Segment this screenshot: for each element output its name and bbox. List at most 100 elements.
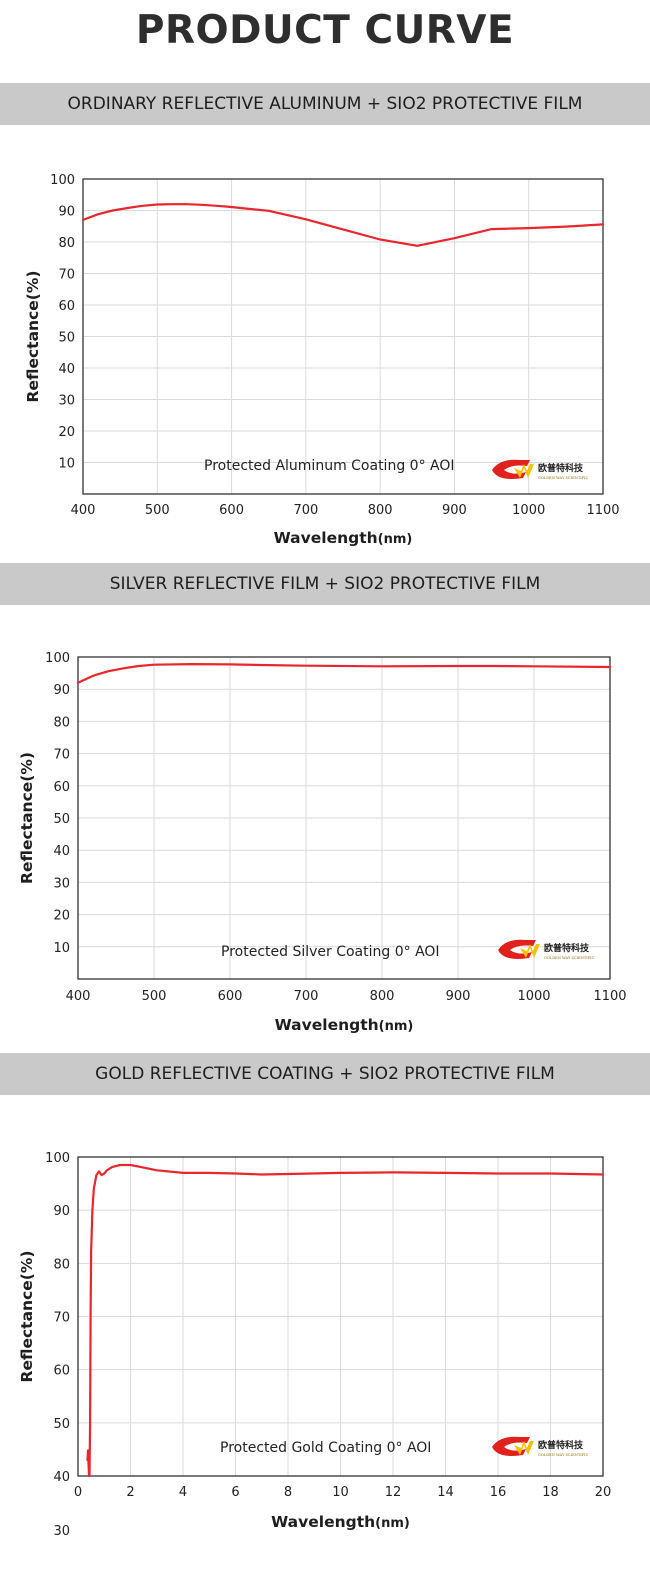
logo-chinese-text: 欧普特科技	[538, 1439, 584, 1451]
x-tick-label: 8	[284, 1485, 292, 1500]
x-axis-unit: (nm)	[375, 1516, 410, 1531]
y-tick-label-extra: 30	[53, 1524, 70, 1539]
y-tick-label: 100	[45, 1151, 70, 1166]
chart-silver: 400 500 600 700 800 900 1000 1100 10 20 30 40 50 60 70…	[0, 605, 650, 1052]
x-tick-label: 0	[74, 1485, 82, 1500]
y-tick-label: 70	[58, 268, 75, 283]
y-axis-title: Reflectance(%)	[24, 271, 42, 403]
y-tick-label: 70	[53, 748, 70, 763]
plot-frame	[77, 1156, 604, 1477]
x-tick-label: 600	[218, 989, 243, 1004]
section-heading-label: SILVER REFLECTIVE FILM + SIO2 PROTECTIVE…	[109, 574, 541, 594]
golden-way-logo: 欧普特科技 GOLDEN WAY SCIENTIFIC	[492, 1436, 589, 1457]
x-axis-title: Wavelength(nm)	[274, 529, 413, 547]
y-tick-label: 70	[53, 1311, 70, 1326]
x-tick-label: 500	[145, 503, 170, 518]
x-tick-label: 400	[71, 503, 96, 518]
plot-frame	[82, 178, 604, 495]
y-tick-label: 20	[53, 909, 70, 924]
x-tick-label: 12	[385, 1485, 402, 1500]
reflectance-curve	[76, 662, 612, 684]
golden-way-logo: 欧普特科技 GOLDEN WAY SCIENTIFIC	[498, 939, 595, 960]
logo-english-text: GOLDEN WAY SCIENTIFIC	[538, 1453, 589, 1457]
x-tick-label: 900	[442, 503, 467, 518]
x-tick-label: 900	[446, 989, 471, 1004]
y-tick-label: 100	[45, 651, 70, 666]
x-tick-label: 500	[142, 989, 167, 1004]
plot-frame	[77, 656, 611, 980]
x-tick-label: 6	[231, 1485, 239, 1500]
y-tick-label: 30	[53, 876, 70, 891]
y-tick-label: 20	[58, 425, 75, 440]
y-tick-label: 50	[58, 331, 75, 346]
y-tick-label: 100	[50, 173, 75, 188]
y-tick-label: 90	[53, 683, 70, 698]
x-axis-unit: (nm)	[379, 1019, 414, 1034]
y-tick-label: 30	[58, 394, 75, 409]
x-tick-label: 800	[368, 503, 393, 518]
x-tick-label: 400	[66, 989, 91, 1004]
x-tick-label: 10	[332, 1485, 349, 1500]
x-axis-title-text: Wavelength	[274, 529, 378, 547]
x-tick-label: 16	[490, 1485, 507, 1500]
y-tick-label: 40	[53, 844, 70, 859]
x-tick-label: 4	[179, 1485, 187, 1500]
chart-aluminum: 400 500 600 700 800 900 1000 1100 10 20 30 40 50 60 70…	[0, 125, 650, 563]
section-heading-gold: GOLD REFLECTIVE COATING + SIO2 PROTECTIV…	[0, 1053, 650, 1095]
x-tick-label: 600	[219, 503, 244, 518]
y-tick-label: 80	[53, 1257, 70, 1272]
y-tick-label: 40	[53, 1470, 70, 1485]
chart-gold: 0 2 4 6 8 10 12 14 16 18 20 40 50 60 70 80 90 100 30 Wavele…	[0, 1095, 650, 1570]
gold-reflectance-chart: 0 2 4 6 8 10 12 14 16 18 20 40 50 60 70 80 90 100 30 Wavele…	[18, 1151, 612, 1539]
coating-annotation: Protected Gold Coating 0° AOI	[220, 1440, 431, 1456]
y-tick-label: 80	[53, 715, 70, 730]
logo-swoosh-red	[498, 939, 536, 959]
x-tick-label: 20	[595, 1485, 612, 1500]
logo-english-text: GOLDEN WAY SCIENTIFIC	[538, 476, 589, 480]
y-axis-title: Reflectance(%)	[18, 1251, 36, 1383]
y-axis-title: Reflectance(%)	[18, 752, 36, 884]
x-axis-unit: (nm)	[378, 532, 413, 547]
x-tick-label: 1000	[512, 503, 545, 518]
x-tick-label: 1000	[517, 989, 550, 1004]
section-heading-label: ORDINARY REFLECTIVE ALUMINUM + SIO2 PROT…	[67, 94, 583, 114]
section-heading-label: GOLD REFLECTIVE COATING + SIO2 PROTECTIV…	[95, 1064, 555, 1084]
y-tick-label: 90	[53, 1204, 70, 1219]
y-tick-label: 60	[58, 299, 75, 314]
y-tick-label: 10	[53, 941, 70, 956]
logo-w-yellow	[520, 944, 540, 958]
section-heading-aluminum: ORDINARY REFLECTIVE ALUMINUM + SIO2 PROT…	[0, 83, 650, 125]
reflectance-curve	[81, 203, 605, 247]
coating-annotation: Protected Aluminum Coating 0° AOI	[204, 458, 455, 474]
x-tick-label: 14	[437, 1485, 454, 1500]
x-tick-label: 700	[294, 989, 319, 1004]
y-tick-label: 60	[53, 780, 70, 795]
y-tick-label: 90	[58, 205, 75, 220]
x-axis-title: Wavelength(nm)	[275, 1016, 414, 1034]
x-tick-label: 1100	[593, 989, 626, 1004]
logo-chinese-text: 欧普特科技	[544, 942, 590, 954]
x-tick-label: 700	[293, 503, 318, 518]
golden-way-logo: 欧普特科技 GOLDEN WAY SCIENTIFIC	[492, 459, 589, 480]
x-tick-label: 1100	[586, 503, 619, 518]
y-tick-label: 80	[58, 236, 75, 251]
page-title: PRODUCT CURVE	[135, 8, 515, 53]
x-axis-title-text: Wavelength	[275, 1016, 379, 1034]
logo-w-yellow	[514, 1441, 534, 1455]
logo-w-yellow	[514, 464, 534, 478]
logo-english-text: GOLDEN WAY SCIENTIFIC	[544, 956, 595, 960]
section-heading-silver: SILVER REFLECTIVE FILM + SIO2 PROTECTIVE…	[0, 563, 650, 605]
x-tick-label: 800	[370, 989, 395, 1004]
x-tick-label: 18	[542, 1485, 559, 1500]
x-tick-label: 2	[126, 1485, 134, 1500]
x-axis-title-text: Wavelength	[271, 1513, 375, 1531]
x-axis-title: Wavelength(nm)	[271, 1513, 410, 1531]
y-tick-label: 60	[53, 1364, 70, 1379]
silver-reflectance-chart: 400 500 600 700 800 900 1000 1100 10 20 30 40 50 60 70…	[18, 651, 627, 1034]
logo-chinese-text: 欧普特科技	[538, 462, 584, 474]
y-tick-label: 50	[53, 1417, 70, 1432]
aluminum-reflectance-chart: 400 500 600 700 800 900 1000 1100 10 20 30 40 50 60 70…	[24, 173, 620, 547]
reflectance-curve	[86, 1163, 605, 1478]
coating-annotation: Protected Silver Coating 0° AOI	[221, 944, 440, 960]
y-tick-label: 40	[58, 362, 75, 377]
